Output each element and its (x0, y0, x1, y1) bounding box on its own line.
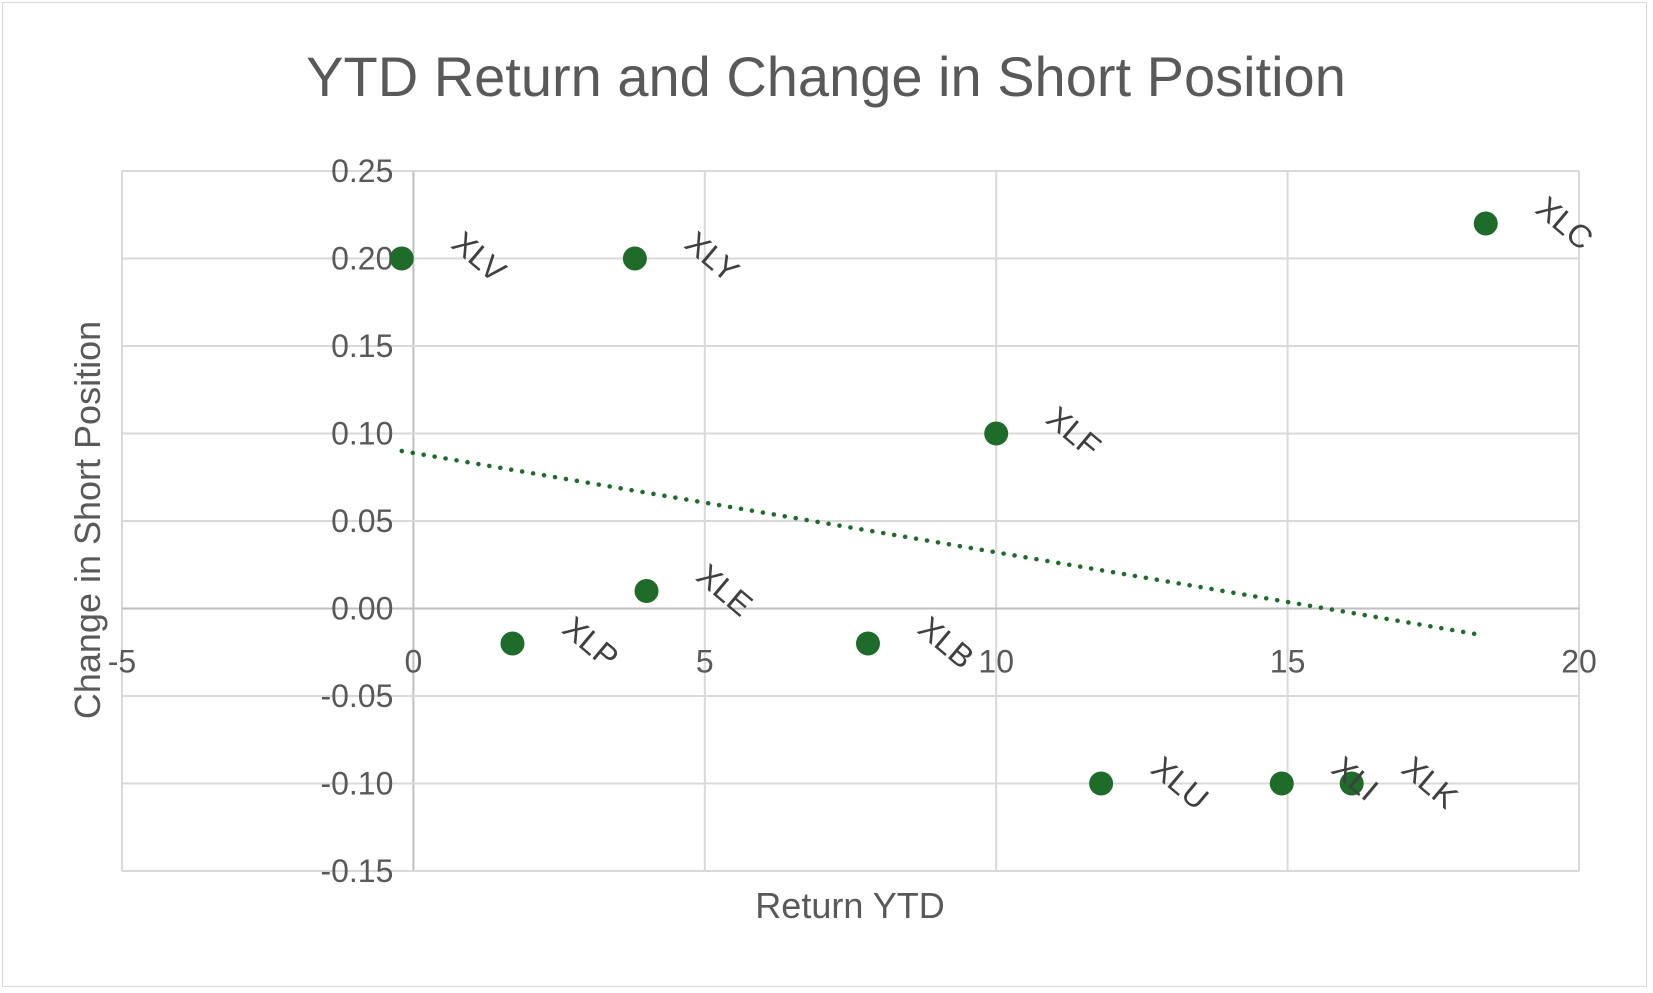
x-tick-label: 5 (696, 644, 714, 680)
tick-labels: -0.15 -0.10 -0.05 0.00 0.05 0.10 0.15 0.20 0.25 -… (108, 153, 1597, 889)
data-point-xlc (1473, 211, 1498, 236)
data-label-xli: XLI (1325, 749, 1385, 807)
y-tick-label: 0.20 (331, 241, 393, 277)
x-tick-label: 15 (1270, 644, 1306, 680)
trendline-path (399, 448, 1483, 637)
y-tick-label: -0.10 (320, 766, 393, 802)
data-point-xlu (1089, 771, 1114, 796)
data-points (389, 211, 1498, 796)
data-label-xlf: XLF (1040, 399, 1108, 464)
data-label-xly: XLY (678, 224, 746, 289)
data-labels: XLV XLY XLC XLF XLE XLP XLB XLU XLI XLK (445, 189, 1600, 817)
data-label-xlb: XLB (911, 609, 980, 675)
data-label-xlu: XLU (1145, 749, 1216, 817)
y-axis-title: Change in Short Position (67, 321, 108, 719)
y-tick-label: 0.00 (331, 591, 393, 627)
data-point-xlb (855, 631, 880, 656)
data-point-xle (634, 579, 659, 603)
x-axis-title: Return YTD (755, 885, 944, 926)
y-tick-label: 0.15 (331, 328, 393, 364)
data-point-xli (1269, 771, 1294, 796)
data-label-xlc: XLC (1529, 189, 1600, 257)
data-point-xlk (1339, 771, 1364, 796)
y-tick-label: 0.05 (331, 503, 393, 539)
x-tick-label: 0 (405, 644, 423, 680)
y-tick-label: -0.15 (320, 853, 393, 889)
x-tick-label: -5 (108, 644, 136, 680)
y-tick-label: -0.05 (320, 678, 393, 714)
data-point-xly (622, 246, 647, 271)
gridlines (121, 170, 1580, 872)
y-tick-label: 0.25 (331, 153, 393, 189)
data-label-xlv: XLV (445, 224, 513, 289)
trendline (399, 448, 1483, 637)
data-point-xlp (500, 631, 525, 656)
y-tick-label: 0.10 (331, 416, 393, 452)
x-tick-label: 10 (978, 644, 1014, 680)
data-point-xlv (389, 246, 414, 271)
chart-title: YTD Return and Change in Short Position (306, 45, 1346, 108)
data-point-xlf (984, 421, 1009, 446)
x-tick-label: 20 (1561, 644, 1597, 680)
data-label-xlp: XLP (556, 609, 625, 675)
data-label-xlk: XLK (1395, 749, 1464, 815)
data-label-xle: XLE (690, 557, 759, 623)
